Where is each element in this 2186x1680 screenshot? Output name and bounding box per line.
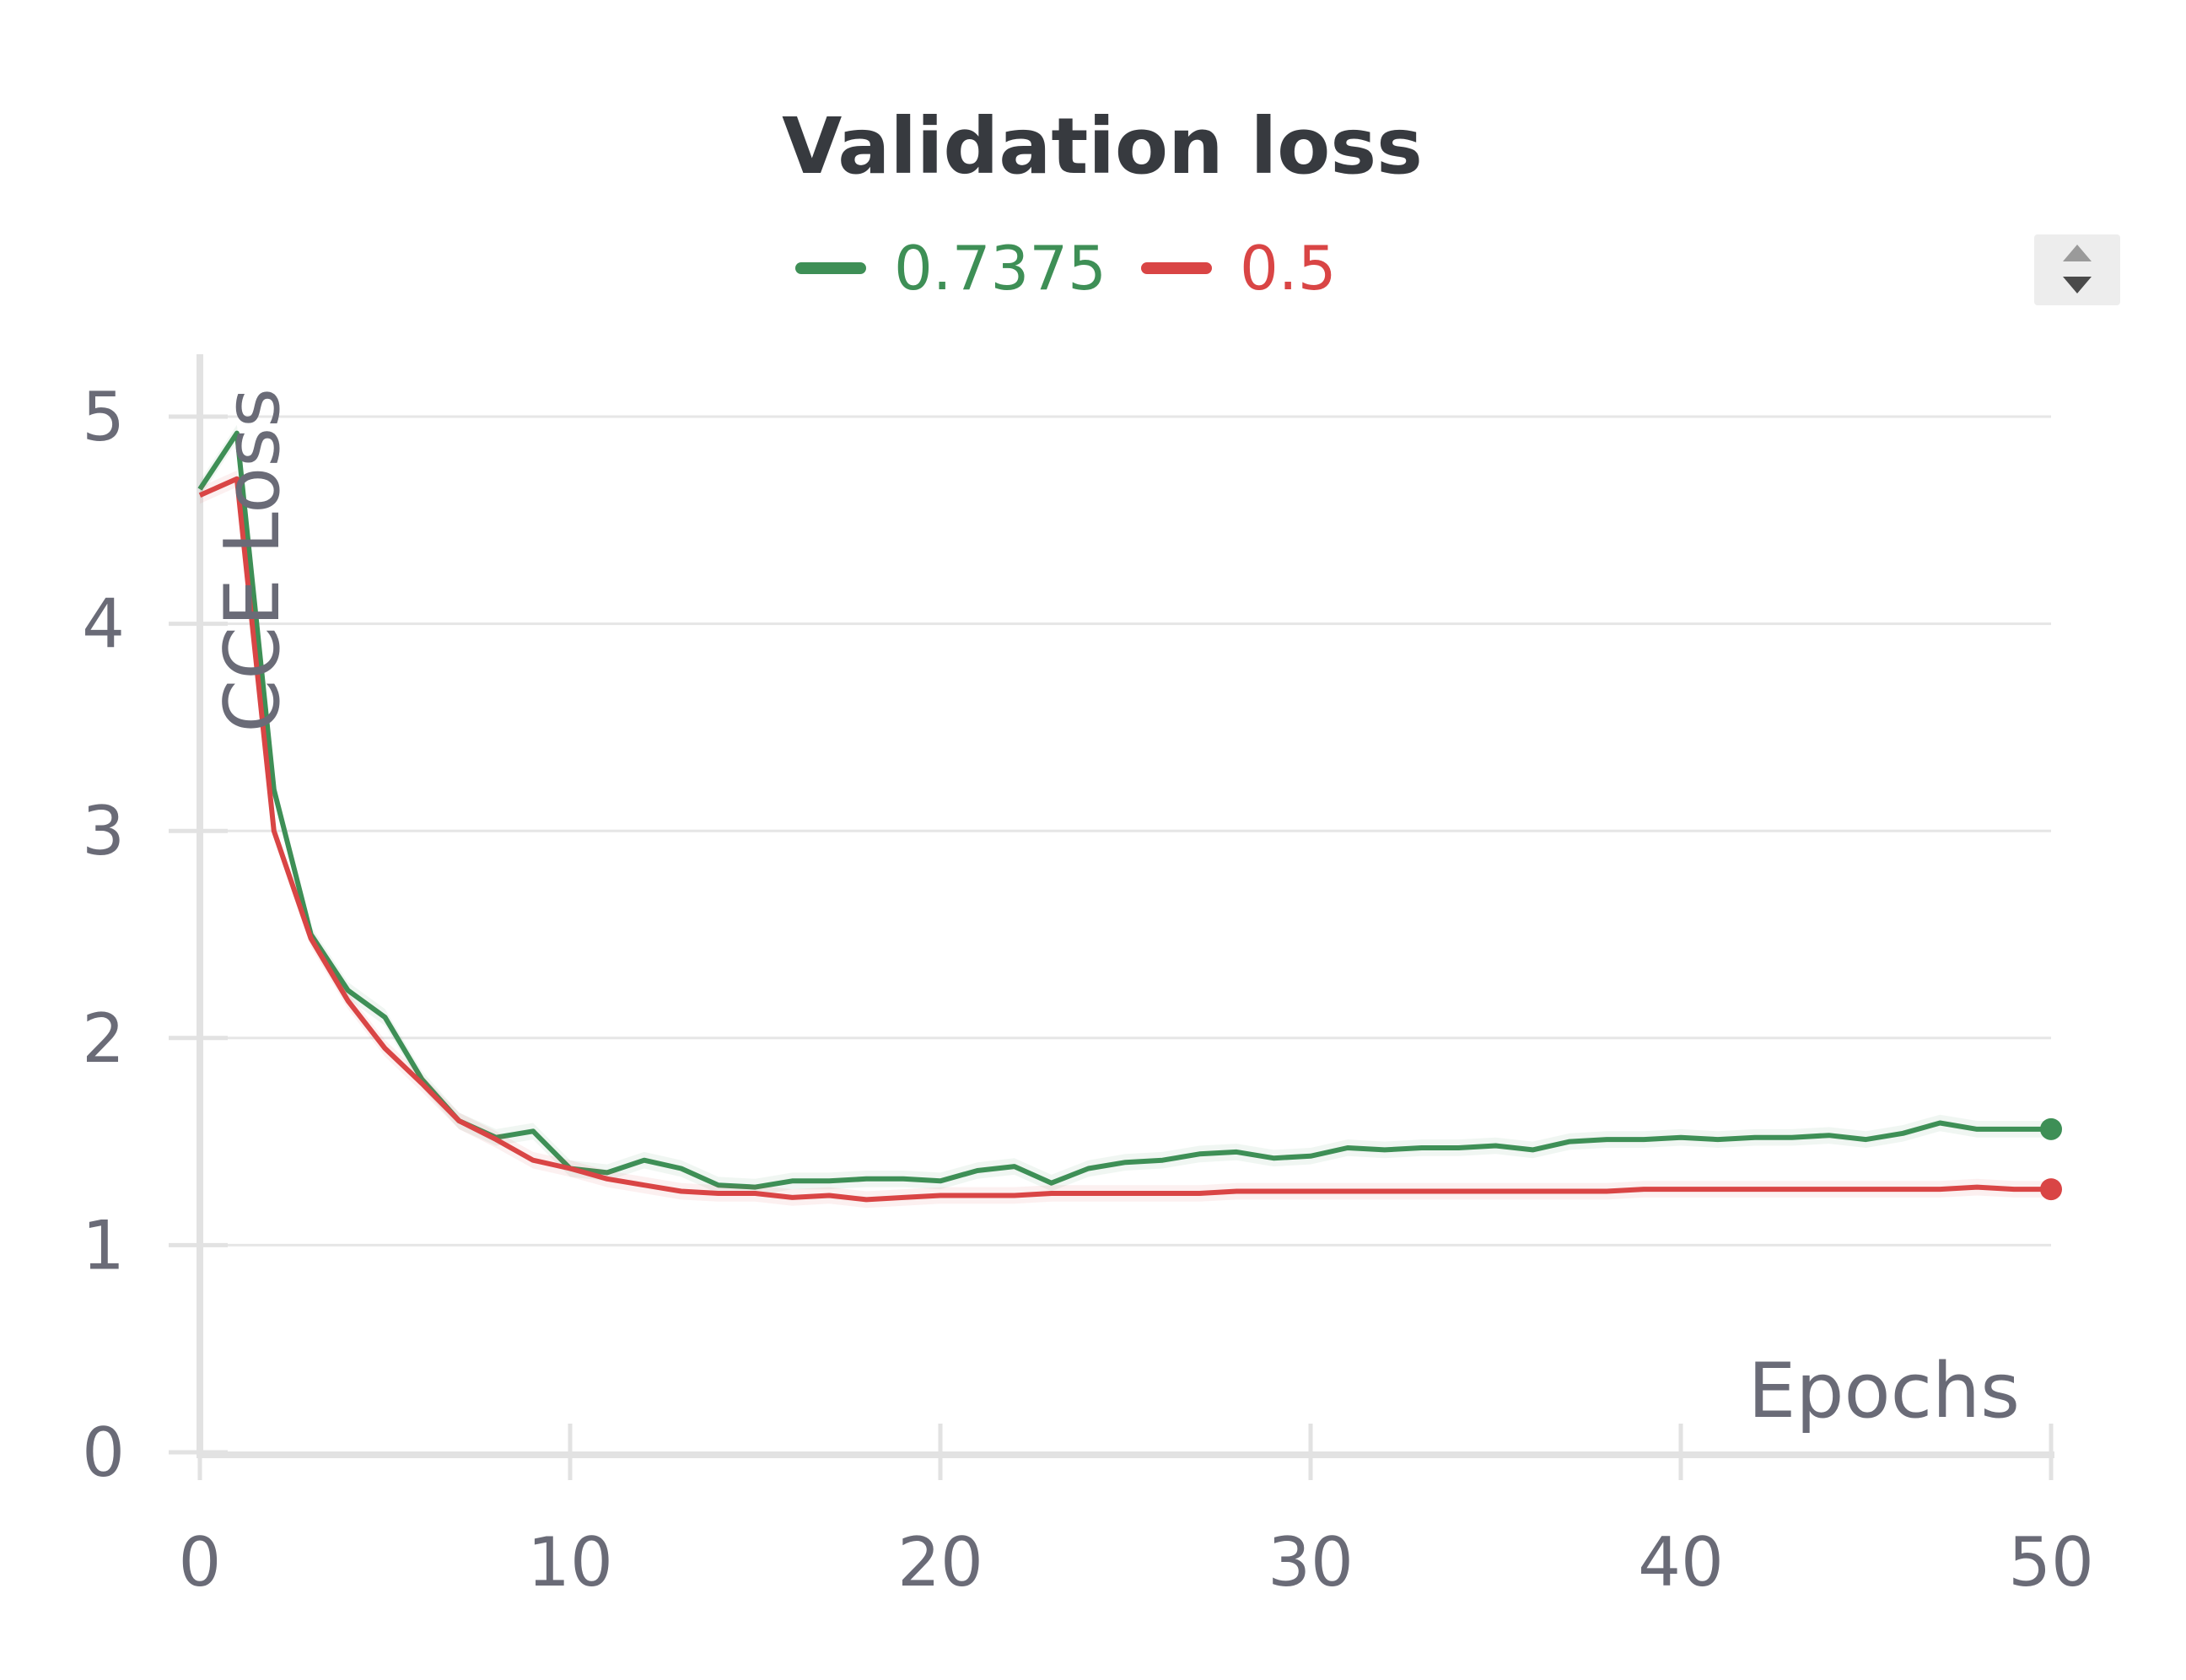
y-tick-label: 3 — [82, 792, 125, 870]
y-tick-labels: 0 1 2 3 4 5 — [82, 378, 228, 1492]
y-tick-label: 4 — [82, 585, 125, 664]
axes — [197, 354, 2054, 1458]
x-tick-label: 10 — [527, 1523, 613, 1602]
triangle-down-icon[interactable] — [2063, 277, 2092, 293]
y-tick-label: 5 — [82, 378, 125, 456]
legend: 0.7375 0.5 — [795, 233, 1337, 304]
legend-label-1: 0.5 — [1240, 233, 1337, 304]
series-line-1 — [198, 476, 2051, 1203]
y-tick-label: 2 — [82, 999, 125, 1078]
series-lines — [197, 424, 2062, 1209]
x-tick-label: 20 — [897, 1523, 983, 1602]
series-end-point-1 — [2040, 1178, 2062, 1201]
series-band-1 — [200, 470, 2051, 1209]
series-line-0 — [197, 430, 2051, 1190]
triangle-up-icon[interactable] — [2063, 245, 2092, 261]
gridlines — [200, 415, 2051, 1247]
chart-title: Validation loss — [782, 101, 1423, 191]
legend-scroll-control[interactable] — [2034, 234, 2120, 305]
y-tick-label: 0 — [82, 1413, 125, 1492]
series-band-0 — [200, 424, 2051, 1196]
x-axis-label: Epochs — [1748, 1347, 2020, 1435]
x-tick-labels: 0 10 20 30 40 50 — [179, 1424, 2094, 1602]
x-tick-label: 50 — [2008, 1523, 2094, 1602]
x-tick-label: 40 — [1638, 1523, 1724, 1602]
y-axis-label: CCE Loss — [208, 388, 297, 733]
y-tick-label: 1 — [82, 1206, 125, 1284]
legend-label-0: 0.7375 — [894, 233, 1106, 304]
x-tick-label: 30 — [1268, 1523, 1354, 1602]
x-tick-label: 0 — [179, 1523, 222, 1602]
series-end-point-0 — [2040, 1117, 2062, 1140]
